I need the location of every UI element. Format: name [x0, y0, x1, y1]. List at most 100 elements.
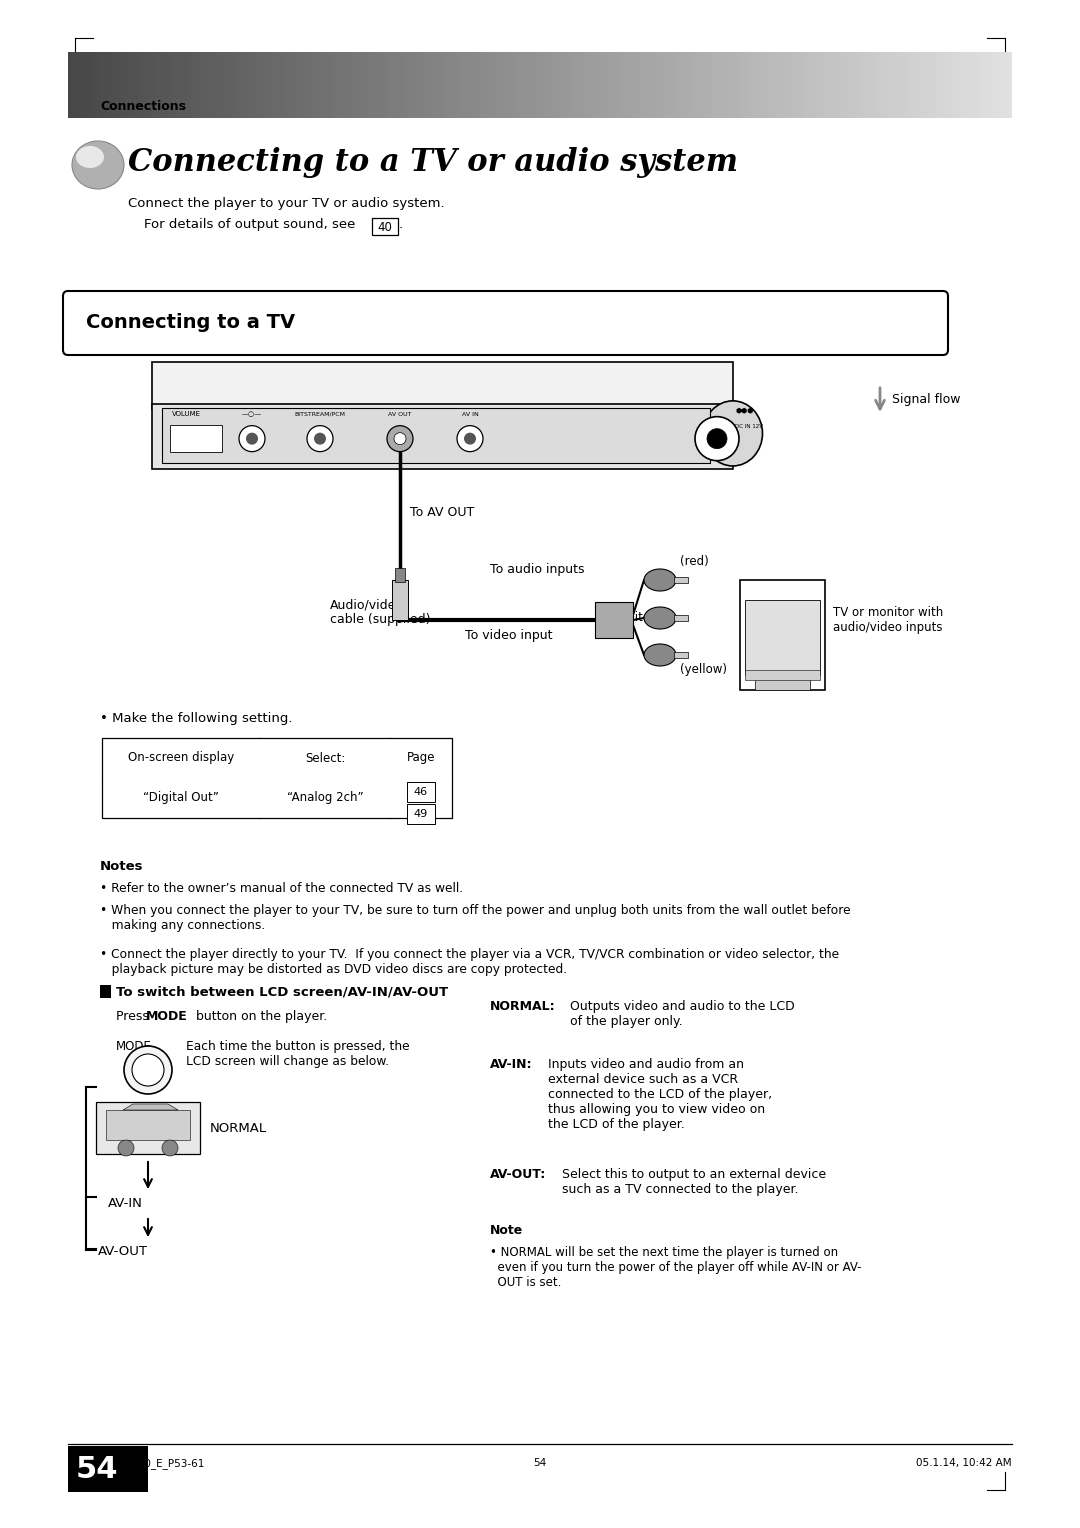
Text: Press: Press: [116, 1010, 153, 1024]
Circle shape: [314, 432, 326, 445]
Text: Inputs video and audio from an
external device such as a VCR
connected to the LC: Inputs video and audio from an external …: [548, 1057, 772, 1131]
Text: “Digital Out”: “Digital Out”: [143, 792, 219, 805]
Text: NORMAL: NORMAL: [210, 1122, 267, 1134]
Circle shape: [464, 432, 476, 445]
Text: 49: 49: [414, 808, 428, 819]
Text: .: .: [399, 219, 403, 231]
Circle shape: [707, 429, 727, 449]
Bar: [68, 1445, 148, 1491]
Bar: [392, 581, 408, 620]
Text: Notes: Notes: [100, 860, 144, 872]
Text: (red): (red): [680, 556, 708, 568]
Text: TV or monitor with
audio/video inputs: TV or monitor with audio/video inputs: [833, 607, 943, 634]
Text: Outputs video and audio to the LCD
of the player only.: Outputs video and audio to the LCD of th…: [570, 999, 795, 1028]
Ellipse shape: [644, 643, 676, 666]
Bar: [407, 782, 435, 802]
Text: 05.1.14, 10:42 AM: 05.1.14, 10:42 AM: [916, 1458, 1012, 1468]
Text: AV-OUT:: AV-OUT:: [490, 1167, 546, 1181]
Text: NORMAL:: NORMAL:: [490, 999, 555, 1013]
Bar: [595, 602, 633, 639]
Text: MODE: MODE: [146, 1010, 188, 1024]
Bar: [674, 652, 688, 659]
Text: Select this to output to an external device
such as a TV connected to the player: Select this to output to an external dev…: [562, 1167, 826, 1196]
Text: Audio/video
cable (supplied): Audio/video cable (supplied): [330, 597, 431, 626]
Bar: [152, 403, 733, 469]
Text: 46: 46: [414, 787, 428, 798]
Text: —○—: —○—: [242, 411, 262, 417]
Ellipse shape: [644, 607, 676, 630]
Bar: [102, 738, 453, 817]
Circle shape: [239, 426, 265, 452]
Text: Signal flow: Signal flow: [892, 394, 960, 406]
Text: BITSTREAM/PCM: BITSTREAM/PCM: [295, 413, 346, 417]
Text: (white): (white): [613, 611, 654, 623]
Bar: [100, 986, 111, 998]
Bar: [162, 408, 710, 463]
Bar: [745, 669, 820, 680]
Text: AV OUT: AV OUT: [388, 413, 411, 417]
Text: Connect the player to your TV or audio system.: Connect the player to your TV or audio s…: [129, 197, 445, 209]
Circle shape: [132, 1054, 164, 1086]
Ellipse shape: [703, 400, 762, 466]
Ellipse shape: [72, 141, 124, 189]
Bar: [152, 362, 733, 410]
Text: Each time the button is pressed, the
LCD screen will change as below.: Each time the button is pressed, the LCD…: [186, 1041, 409, 1068]
Circle shape: [307, 426, 333, 452]
Text: AV-OUT: AV-OUT: [98, 1245, 148, 1258]
Circle shape: [246, 432, 258, 445]
Text: • Connect the player directly to your TV.  If you connect the player via a VCR, : • Connect the player directly to your TV…: [100, 947, 839, 976]
Text: AV-IN:: AV-IN:: [490, 1057, 532, 1071]
Text: Connecting to a TV: Connecting to a TV: [86, 313, 295, 333]
Text: SD-P1600_E_P53-61: SD-P1600_E_P53-61: [100, 1458, 204, 1468]
Text: To video input: To video input: [465, 628, 553, 642]
Text: DC IN 12V: DC IN 12V: [735, 423, 762, 429]
Text: Note: Note: [490, 1224, 523, 1238]
Text: On-screen display: On-screen display: [127, 752, 234, 764]
Text: 54: 54: [534, 1458, 546, 1468]
Bar: [674, 614, 688, 620]
Bar: [745, 601, 820, 675]
Polygon shape: [123, 1105, 178, 1109]
Bar: [106, 1109, 190, 1140]
Text: VOLUME: VOLUME: [172, 411, 201, 417]
Text: button on the player.: button on the player.: [192, 1010, 327, 1024]
Bar: [407, 804, 435, 824]
FancyBboxPatch shape: [63, 290, 948, 354]
Bar: [755, 678, 810, 691]
Circle shape: [696, 417, 739, 460]
Bar: [395, 568, 405, 582]
Text: To switch between LCD screen/AV-IN/AV-OUT: To switch between LCD screen/AV-IN/AV-OU…: [116, 986, 448, 998]
Text: • Make the following setting.: • Make the following setting.: [100, 712, 293, 724]
Bar: [170, 425, 222, 452]
Text: (yellow): (yellow): [680, 663, 727, 677]
Text: MODE: MODE: [116, 1041, 152, 1053]
Ellipse shape: [76, 147, 104, 168]
Text: Connections: Connections: [100, 99, 186, 113]
Circle shape: [162, 1140, 178, 1157]
Text: ⬢⬢⬢: ⬢⬢⬢: [735, 408, 754, 414]
Text: Select:: Select:: [305, 752, 346, 764]
Text: AV-IN: AV-IN: [108, 1196, 143, 1210]
Bar: [372, 219, 399, 235]
Ellipse shape: [644, 568, 676, 591]
Text: To audio inputs: To audio inputs: [490, 564, 584, 576]
Circle shape: [124, 1047, 172, 1094]
Text: • When you connect the player to your TV, be sure to turn off the power and unpl: • When you connect the player to your TV…: [100, 905, 851, 932]
Bar: [740, 581, 825, 691]
Text: For details of output sound, see: For details of output sound, see: [144, 219, 355, 231]
Text: 54: 54: [76, 1455, 119, 1484]
Circle shape: [118, 1140, 134, 1157]
Circle shape: [387, 426, 413, 452]
Circle shape: [394, 432, 406, 445]
Circle shape: [457, 426, 483, 452]
Text: To AV OUT: To AV OUT: [410, 506, 474, 518]
Text: 40: 40: [378, 222, 392, 234]
Text: • Refer to the owner’s manual of the connected TV as well.: • Refer to the owner’s manual of the con…: [100, 882, 463, 895]
Bar: [674, 578, 688, 584]
Text: Connecting to a TV or audio system: Connecting to a TV or audio system: [129, 147, 738, 177]
Text: “Analog 2ch”: “Analog 2ch”: [286, 792, 363, 805]
Text: • NORMAL will be set the next time the player is turned on
  even if you turn th: • NORMAL will be set the next time the p…: [490, 1245, 862, 1290]
Text: AV IN: AV IN: [461, 413, 478, 417]
Bar: [96, 1102, 200, 1154]
Text: Page: Page: [407, 752, 435, 764]
